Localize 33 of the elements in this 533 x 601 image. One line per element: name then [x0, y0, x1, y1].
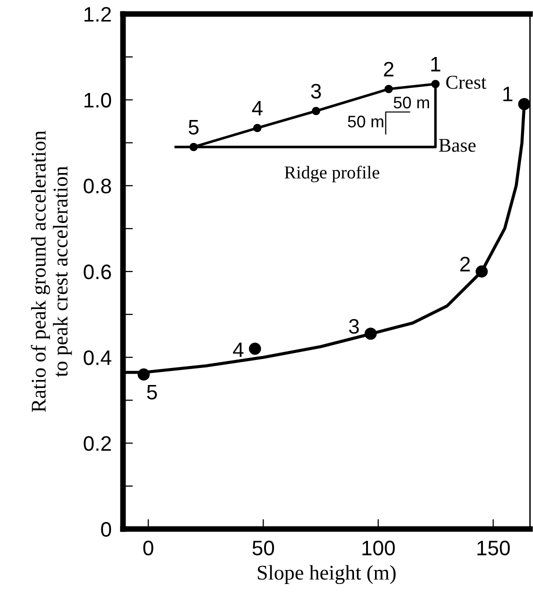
point	[518, 98, 530, 110]
annotation: Crest	[446, 76, 486, 89]
annotation: 50 m	[394, 96, 430, 108]
annotation: 4	[252, 101, 263, 116]
y-tick-label: 0.8	[84, 178, 111, 194]
annotation: 2	[384, 62, 394, 76]
x-tick-label: 100	[362, 540, 395, 556]
annotation: 1	[503, 86, 512, 102]
x-tick-label: 50	[252, 540, 274, 556]
annotation: 5	[147, 385, 157, 400]
y-tick-label: 0.4	[84, 350, 112, 366]
annotation: Base	[439, 138, 476, 152]
y-axis-title: Ratio of peak ground acceleration to peak crest acceleration	[30, 130, 72, 412]
annotation: Ridge profile	[284, 166, 380, 182]
point	[138, 368, 150, 381]
y-tick-label: 1.2	[84, 7, 111, 22]
point	[364, 328, 377, 340]
annotation: 2	[460, 256, 470, 272]
point	[248, 342, 262, 355]
x-axis-title: Slope height (m)	[258, 565, 396, 584]
annotation: 3	[311, 84, 321, 99]
point	[476, 265, 488, 278]
annotation: 3	[348, 319, 359, 334]
y-tick-label: 0.2	[84, 436, 111, 451]
annotation: 4	[233, 342, 244, 357]
y-tick-label: 0	[101, 522, 112, 537]
x-tick-label: 0	[143, 540, 154, 556]
annotation: 50 m	[348, 116, 384, 128]
x-tick-label: 150	[477, 540, 510, 556]
annotation: 1	[431, 57, 440, 72]
annotation: 5	[188, 120, 199, 135]
y-tick-label: 0.6	[84, 264, 111, 280]
text: 1.0	[84, 92, 112, 108]
